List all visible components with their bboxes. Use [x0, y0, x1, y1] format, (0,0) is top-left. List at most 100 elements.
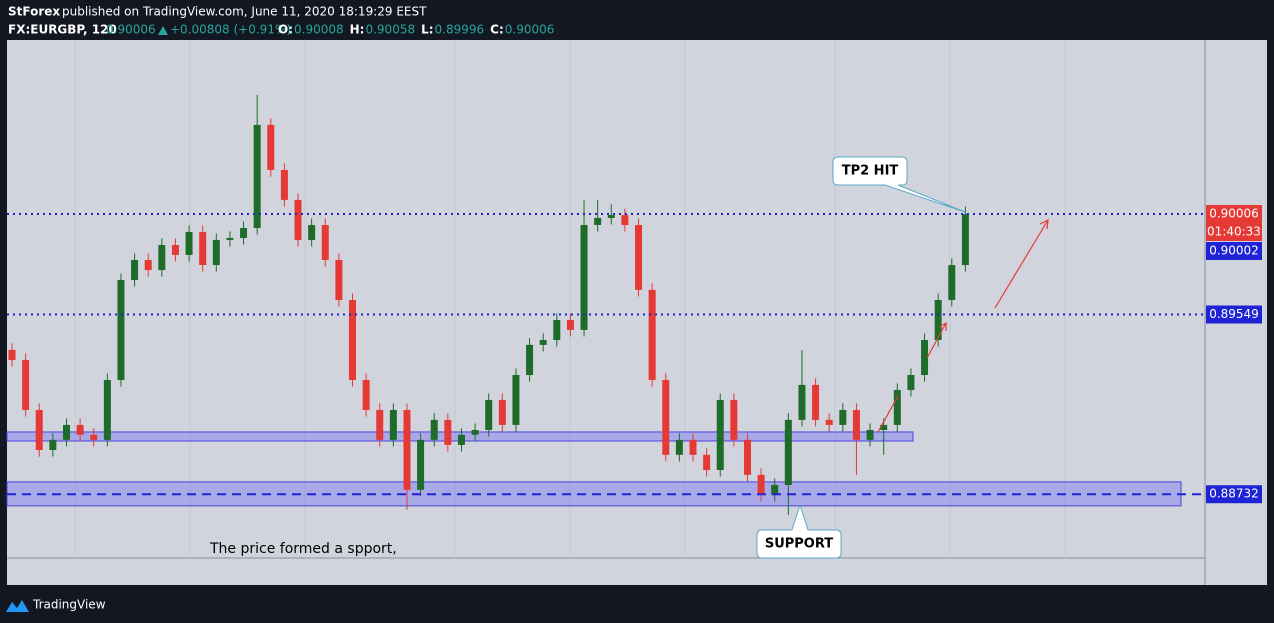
candle-body [62, 424, 70, 440]
candle-body [485, 400, 493, 430]
change: +0.00808 (+0.91%) [170, 23, 291, 37]
quote-label: L: [421, 23, 433, 37]
logo [6, 600, 29, 612]
candle-body [512, 374, 520, 425]
candle-body [825, 419, 833, 425]
candle-body [757, 474, 765, 495]
price-label-bg [1206, 485, 1262, 504]
quote-value: 0.90008 [294, 23, 344, 37]
candle-body [743, 439, 751, 475]
candle-body [90, 434, 98, 440]
candle-body [893, 389, 901, 425]
candle-body [730, 400, 738, 440]
note: The price formed a spport, [209, 541, 397, 557]
candle-body [471, 429, 479, 435]
candle-body [689, 439, 697, 455]
candle-body [566, 320, 574, 330]
candle-body [321, 224, 329, 260]
candle-body [526, 344, 534, 375]
quote-label: H: [350, 23, 365, 37]
candle-body [648, 289, 656, 381]
candle-body [76, 424, 84, 435]
candle-body [49, 439, 57, 451]
candle-body [171, 245, 179, 255]
candle-body [675, 439, 683, 455]
candle-body [158, 245, 166, 271]
candle-body [553, 320, 561, 341]
time-axis [7, 558, 1205, 585]
support-callout [756, 503, 842, 559]
candle-body [22, 360, 30, 410]
candle-body [8, 349, 16, 361]
price: 0.90006 [106, 23, 156, 37]
candle-body [934, 299, 942, 341]
candle-body [798, 384, 806, 420]
candle-body [662, 380, 670, 455]
candle-body [430, 419, 438, 440]
candle-body [703, 454, 711, 471]
support-label: SUPPORT [765, 537, 833, 552]
candle-body [376, 409, 384, 440]
plot-area [7, 40, 1205, 558]
candle-body [580, 224, 588, 330]
countdown-bg [1206, 222, 1262, 241]
candle-body [948, 265, 956, 300]
published: published on TradingView.com, June 11, 2… [62, 5, 427, 19]
candle-body [607, 215, 615, 218]
candle-body [961, 213, 969, 266]
candle-body [226, 237, 234, 240]
price-label: 0.90006 [1209, 206, 1259, 220]
candle-body [594, 217, 602, 225]
candle-body [280, 169, 288, 200]
candle-body [240, 228, 248, 238]
candle-body [498, 400, 506, 425]
candle-body [199, 232, 207, 266]
price-label: 0.88732 [1209, 487, 1259, 501]
candle-body [117, 279, 125, 381]
candle-body [621, 215, 629, 225]
candle-body [539, 340, 547, 345]
candle-body [362, 380, 370, 410]
candle-body [308, 224, 316, 240]
candle-body [921, 340, 929, 375]
symbol: FX:EURGBP, 120 [8, 23, 117, 37]
candle-body [880, 424, 888, 430]
tp-label: TP2 HIT [842, 164, 899, 179]
candle-body [635, 224, 643, 290]
quote-value: 0.90058 [365, 23, 415, 37]
price-label: 0.89549 [1209, 307, 1259, 321]
candle-body [417, 439, 425, 490]
candle-body [866, 429, 874, 440]
candle-body [812, 384, 820, 420]
quote-label: O: [278, 23, 293, 37]
candle-body [444, 419, 452, 445]
candle-body [852, 409, 860, 440]
price-label-bg [1206, 204, 1262, 223]
price-label-bg [1206, 305, 1262, 324]
tp-callout [832, 156, 966, 213]
candle-body [212, 239, 220, 266]
up-arrow [158, 26, 168, 35]
candle-body [349, 299, 356, 381]
quote-value: 0.89996 [435, 23, 485, 37]
candle-body [253, 124, 261, 229]
bid-label: 0.90002 [1209, 243, 1259, 257]
candle-body [35, 409, 43, 451]
candle-body [185, 232, 193, 255]
candle-body [403, 409, 411, 490]
quote-label: C: [490, 23, 504, 37]
candle-body [907, 374, 915, 390]
candle-body [294, 199, 302, 240]
candle-body [103, 380, 111, 440]
candle-body [784, 419, 792, 485]
quote-value: 0.90006 [505, 23, 555, 37]
candle-body [839, 409, 847, 425]
candle-body [335, 259, 343, 300]
bid-label-bg [1206, 241, 1262, 260]
candle-body [457, 434, 465, 445]
candle-body [771, 484, 779, 495]
author: StForex [8, 5, 60, 19]
candle-body [267, 124, 275, 170]
countdown: 01:40:33 [1207, 224, 1261, 238]
candle-body [131, 259, 139, 280]
